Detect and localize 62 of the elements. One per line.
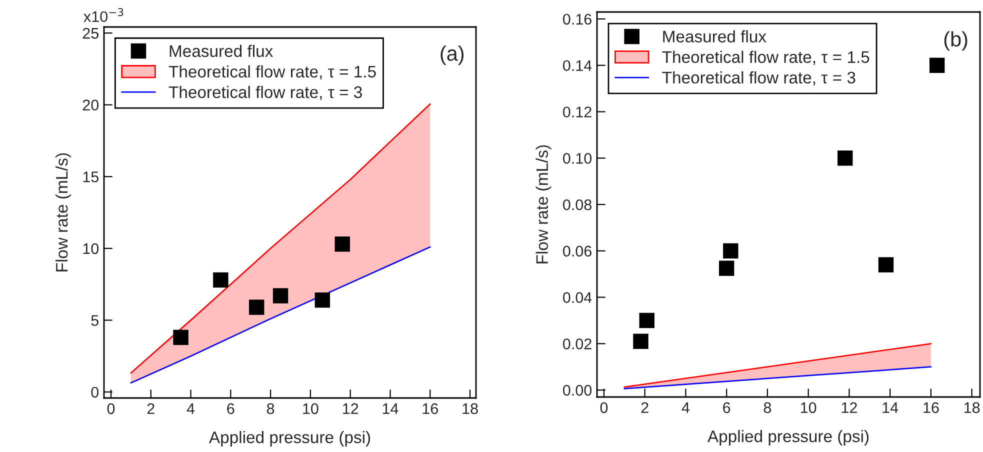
point: [929, 58, 945, 73]
text: x10$^{−3}$: [84, 8, 124, 22]
point: [272, 288, 288, 304]
y-tick-label: 10: [83, 243, 99, 254]
x-tick-label: 8: [266, 403, 274, 414]
x-tick-label: 2: [147, 403, 154, 414]
y-tick-label: 0.04: [563, 292, 592, 303]
legend-label: Theoretical flow rate, τ = 3: [168, 86, 362, 100]
y-tick-label: 0.16: [563, 14, 592, 25]
x-tick-label: 4: [682, 402, 690, 413]
annotation: (a): [440, 46, 464, 65]
x-axis-title: Applied pressure (psi): [208, 430, 370, 447]
legend-label: Theoretical flow rate, τ = 1.5: [662, 50, 870, 65]
x-tick-label: 14: [382, 403, 398, 414]
y-tick-label: 0.02: [563, 338, 592, 350]
legend-label: Measured flux: [663, 30, 766, 42]
y-tick-label: 0.12: [563, 106, 592, 118]
y-tick-label: 5: [91, 315, 98, 326]
point: [173, 330, 188, 346]
x-tick-label: 18: [462, 403, 478, 414]
y-tick-label: 0.14: [563, 60, 592, 72]
x-tick-label: 10: [303, 403, 318, 414]
x-tick-label: 12: [842, 402, 857, 413]
y-tick-label: 0.10: [563, 152, 592, 164]
point: [718, 260, 734, 276]
x-tick-label: 0: [107, 403, 115, 414]
x-axis-title: Applied pressure (psi): [707, 430, 869, 446]
point: [213, 272, 228, 288]
legend-label: Measured flux: [170, 44, 273, 58]
point: [878, 257, 894, 272]
x-tick-label: 4: [186, 403, 195, 414]
x-tick-label: 16: [924, 402, 939, 414]
y-tick-label: 0.00: [563, 384, 592, 396]
point: [314, 292, 330, 308]
y-tick-label: 0.08: [563, 199, 592, 210]
x-tick-label: 6: [723, 402, 730, 414]
point: [723, 243, 738, 258]
x-tick-label: 16: [422, 403, 438, 414]
y-axis-title: Flow rate (mL/s): [56, 153, 72, 272]
x-tick-label: 12: [343, 403, 358, 414]
x-tick-label: 0: [600, 402, 608, 414]
x-tick-label: 2: [641, 402, 648, 413]
y-tick-label: 0: [91, 386, 99, 398]
x-tick-label: 8: [764, 402, 772, 414]
point: [334, 236, 350, 252]
y-tick-label: 0.06: [563, 246, 592, 257]
y-axis-title: Flow rate (mL/s): [536, 145, 552, 264]
annotation: (b): [944, 31, 968, 51]
point: [633, 334, 648, 349]
line-series: [130, 246, 431, 384]
x-tick-label: 6: [227, 403, 234, 414]
legend-label: Theoretical flow rate, τ = 3: [662, 71, 856, 86]
x-tick-label: 10: [800, 402, 816, 414]
x-tick-label: 14: [882, 402, 898, 413]
legend-label: Theoretical flow rate, τ = 1.5: [168, 65, 376, 80]
x-tick-label: 18: [964, 402, 980, 414]
y-tick-label: 20: [82, 100, 99, 111]
y-tick-label: 25: [82, 28, 98, 39]
point: [639, 312, 654, 328]
point: [838, 150, 853, 166]
point: [248, 300, 264, 315]
y-tick-label: 15: [83, 172, 98, 182]
